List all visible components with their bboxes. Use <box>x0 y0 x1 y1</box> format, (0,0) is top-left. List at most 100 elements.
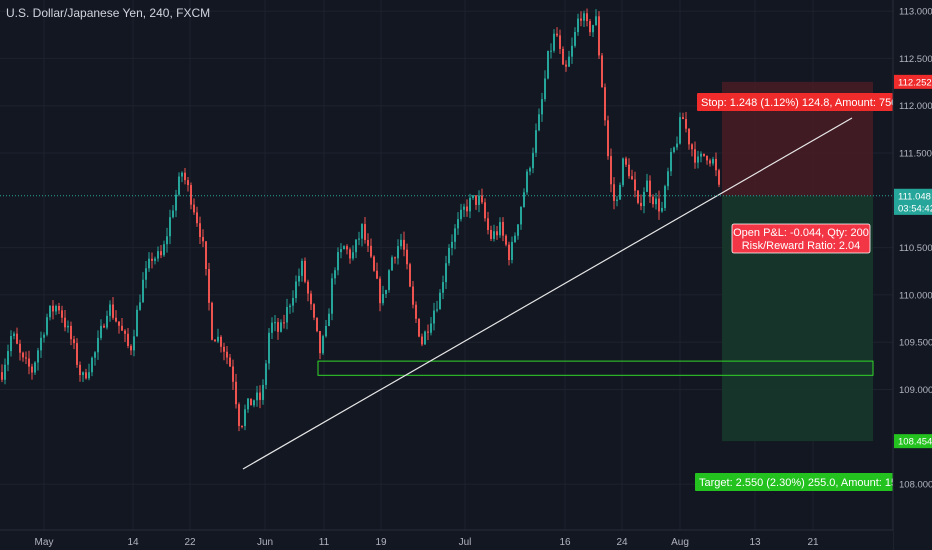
candle-body <box>253 400 255 406</box>
candle-up <box>67 320 69 333</box>
candle-body <box>10 336 12 352</box>
candle-body <box>379 278 381 304</box>
candle-body <box>610 156 612 185</box>
candle-body <box>298 275 300 282</box>
candle-body <box>190 185 192 205</box>
candle-body <box>175 194 177 211</box>
candle-down <box>706 155 708 165</box>
time-axis: May 14 22 Jun 11 19 Jul 16 24 Aug 13 21 <box>35 537 819 548</box>
candle-body <box>64 317 66 328</box>
candle-down <box>508 241 510 266</box>
candle-down <box>223 342 225 361</box>
candle-up <box>541 92 543 122</box>
candle-body <box>601 55 603 88</box>
candle-down <box>631 169 633 180</box>
y-tick-label: 112.500 <box>899 54 932 65</box>
candle-down <box>559 29 561 54</box>
candle-body <box>79 364 81 376</box>
candle-up <box>298 268 300 287</box>
candle-up <box>547 50 549 80</box>
candle-body <box>430 323 432 333</box>
candle-body <box>55 306 57 312</box>
time-axis-panel[interactable] <box>0 530 893 550</box>
x-tick-label: 14 <box>127 537 139 548</box>
candle-body <box>574 32 576 46</box>
candle-down <box>277 318 279 340</box>
candle-down <box>16 327 18 345</box>
candle-down <box>151 252 153 269</box>
candle-body <box>538 114 540 131</box>
candle-up <box>646 173 648 192</box>
candle-body <box>271 322 273 333</box>
candle-down <box>130 344 132 356</box>
candle-down <box>115 310 117 323</box>
candle-body <box>112 304 114 318</box>
candle-body <box>205 241 207 270</box>
candle-up <box>262 379 264 405</box>
candle-down <box>604 83 606 126</box>
candle-body <box>448 247 450 264</box>
candle-down <box>238 402 240 432</box>
candle-body <box>46 317 48 335</box>
candle-body <box>226 351 228 358</box>
candle-down <box>121 317 123 331</box>
candle-up <box>478 190 480 213</box>
target-label[interactable]: Target: 2.550 (2.30%) 255.0, Amount: 151 <box>695 473 903 491</box>
candle-up <box>667 167 669 191</box>
candle-body <box>517 224 519 236</box>
candle-down <box>607 115 609 160</box>
candle-body <box>628 164 630 177</box>
candle-down <box>229 354 231 367</box>
candle-down <box>406 243 408 270</box>
x-tick-label: 19 <box>375 537 387 548</box>
candle-body <box>85 372 87 379</box>
candle-up <box>268 327 270 370</box>
candle-down <box>598 11 600 60</box>
candle-up <box>175 189 177 218</box>
price-badge: 03:54:42 <box>894 200 932 215</box>
candle-body <box>58 306 60 311</box>
candle-body <box>334 270 336 279</box>
candle-body <box>541 99 543 115</box>
candle-body <box>634 179 636 191</box>
candle-body <box>316 317 318 332</box>
price-badge: 111.048 <box>894 188 932 203</box>
candle-up <box>91 356 93 377</box>
candle-down <box>703 153 705 157</box>
candle-down <box>103 323 105 329</box>
open-pnl-text: Open P&L: -0.044, Qty: 200 <box>733 227 869 239</box>
candle-body <box>337 252 339 271</box>
candle-up <box>361 223 363 247</box>
candle-up <box>280 319 282 333</box>
price-axis-panel[interactable] <box>893 0 932 550</box>
candle-down <box>634 171 636 198</box>
candle-down <box>625 156 627 167</box>
stop-label[interactable]: Stop: 1.248 (1.12%) 124.8, Amount: 750. <box>697 93 900 111</box>
candle-up <box>37 347 39 371</box>
candle-body <box>490 229 492 239</box>
candle-up <box>535 123 537 158</box>
trendline[interactable] <box>242 117 853 470</box>
candle-body <box>208 269 210 303</box>
candle-body <box>292 298 294 306</box>
candle-body <box>25 357 27 359</box>
candle-up <box>388 269 390 293</box>
candle-body <box>265 363 267 385</box>
support-zone-rectangle[interactable] <box>317 360 874 376</box>
candle-down <box>415 301 417 324</box>
candle-up <box>145 260 147 289</box>
candle-body <box>613 184 615 201</box>
candle-body <box>52 305 54 312</box>
candle-body <box>124 330 126 334</box>
candle-body <box>568 56 570 67</box>
candle-down <box>313 303 315 321</box>
candle-up <box>301 258 303 282</box>
y-tick-label: 109.000 <box>899 385 932 396</box>
candle-down <box>715 152 717 177</box>
candle-up <box>43 332 45 343</box>
candle-up <box>133 329 135 357</box>
candle-up <box>169 209 171 245</box>
candle-down <box>190 182 192 210</box>
